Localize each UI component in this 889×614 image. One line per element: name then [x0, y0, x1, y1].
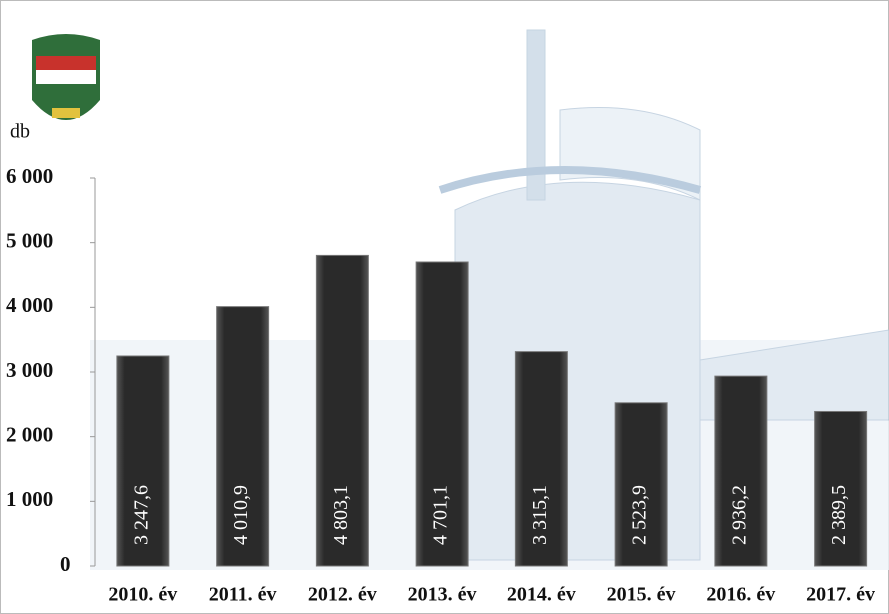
bar — [614, 402, 668, 567]
bar — [714, 375, 768, 567]
value-label: 2 523,9 — [629, 485, 651, 545]
x-tick-label: 2016. év — [706, 584, 775, 606]
police-logo — [32, 34, 100, 120]
x-tick-label: 2012. év — [308, 584, 377, 606]
value-label: 3 315,1 — [529, 485, 551, 545]
bar — [216, 306, 270, 567]
y-tick-label: 2 000 — [6, 422, 53, 446]
y-tick-label: 4 000 — [6, 293, 53, 317]
bar — [116, 355, 170, 567]
bar — [514, 351, 568, 567]
x-tick-label: 2010. év — [108, 584, 177, 606]
x-tick-label: 2011. év — [209, 584, 277, 606]
x-tick-label: 2017. év — [806, 584, 875, 606]
bar — [415, 261, 469, 567]
y-tick-label: 0 — [60, 552, 71, 576]
value-label: 4 701,1 — [430, 485, 452, 545]
value-label: 2 936,2 — [728, 485, 750, 545]
y-tick-label: 6 000 — [6, 164, 53, 188]
value-label: 4 010,9 — [230, 485, 252, 545]
y-tick-label: 3 000 — [6, 358, 53, 382]
x-tick-label: 2014. év — [507, 584, 576, 606]
bar — [814, 410, 868, 567]
x-tick-label: 2015. év — [607, 584, 676, 606]
value-label: 4 803,1 — [330, 485, 352, 545]
y-tick-label: 5 000 — [6, 228, 53, 252]
x-tick-label: 2013. év — [408, 584, 477, 606]
y-tick-label: 1 000 — [6, 487, 53, 511]
bar — [315, 254, 369, 567]
value-label: 3 247,6 — [130, 485, 152, 545]
value-label: 2 389,5 — [828, 485, 850, 545]
y-axis-label: db — [10, 121, 30, 143]
